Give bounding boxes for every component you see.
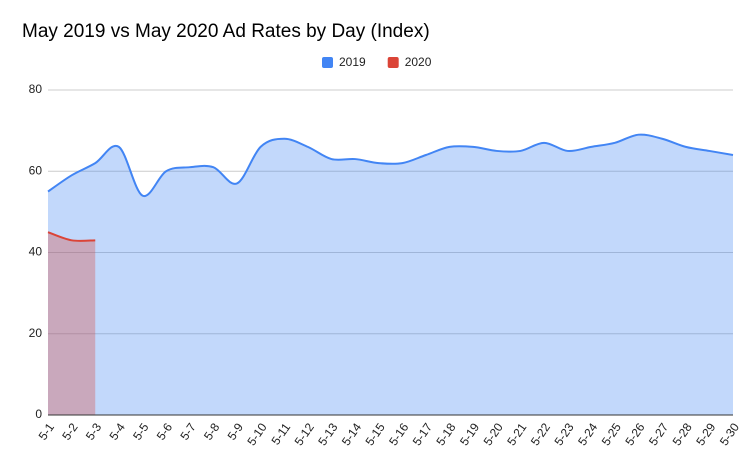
series-line xyxy=(47,133,734,197)
x-tick-label: 5-16 xyxy=(386,420,411,448)
x-tick-label: 5-5 xyxy=(130,420,152,443)
x-tick-label: 5-9 xyxy=(225,420,247,443)
x-tick-label: 5-11 xyxy=(269,420,294,447)
y-tick-label: 0 xyxy=(35,407,42,421)
y-tick-label: 60 xyxy=(29,163,43,177)
x-tick-label: 5-1 xyxy=(36,420,58,443)
legend-swatch xyxy=(387,57,399,68)
x-tick-label: 5-23 xyxy=(551,420,576,448)
x-tick-label: 5-8 xyxy=(201,420,223,443)
x-tick-label: 5-28 xyxy=(670,420,695,448)
y-tick-label: 40 xyxy=(29,245,43,259)
area-fill xyxy=(48,134,733,415)
x-tick-label: 5-3 xyxy=(83,420,105,443)
x-tick-label: 5-18 xyxy=(433,420,458,448)
x-tick-label: 5-12 xyxy=(292,420,317,448)
chart-title: May 2019 vs May 2020 Ad Rates by Day (In… xyxy=(22,21,430,42)
x-tick-label: 5-29 xyxy=(693,420,718,448)
x-tick-label: 5-20 xyxy=(481,420,506,448)
x-tick-label: 5-2 xyxy=(59,420,81,443)
x-tick-label: 5-6 xyxy=(154,420,176,443)
x-tick-label: 5-15 xyxy=(362,420,387,448)
area-fill xyxy=(48,232,96,415)
legend-swatch xyxy=(322,57,333,68)
x-tick-label: 5-30 xyxy=(717,420,742,448)
x-tick-label: 5-7 xyxy=(177,420,199,443)
series-line xyxy=(47,231,96,242)
x-tick-label: 5-17 xyxy=(410,420,435,448)
x-tick-label: 5-13 xyxy=(315,420,340,448)
legend-label: 2020 xyxy=(405,55,432,69)
x-tick-label: 5-27 xyxy=(646,420,671,448)
legend-label: 2019 xyxy=(339,55,366,69)
y-tick-label: 20 xyxy=(29,326,43,340)
x-tick-label: 5-24 xyxy=(575,420,600,448)
x-tick-label: 5-14 xyxy=(339,420,364,448)
y-tick-label: 80 xyxy=(29,82,43,96)
x-tick-label: 5-10 xyxy=(244,420,269,448)
x-tick-label: 5-25 xyxy=(599,420,624,448)
x-tick-label: 5-19 xyxy=(457,420,482,448)
x-tick-label: 5-26 xyxy=(622,420,647,448)
x-tick-label: 5-4 xyxy=(107,420,129,443)
x-tick-label: 5-21 xyxy=(504,420,529,448)
x-tick-label: 5-22 xyxy=(528,420,553,448)
